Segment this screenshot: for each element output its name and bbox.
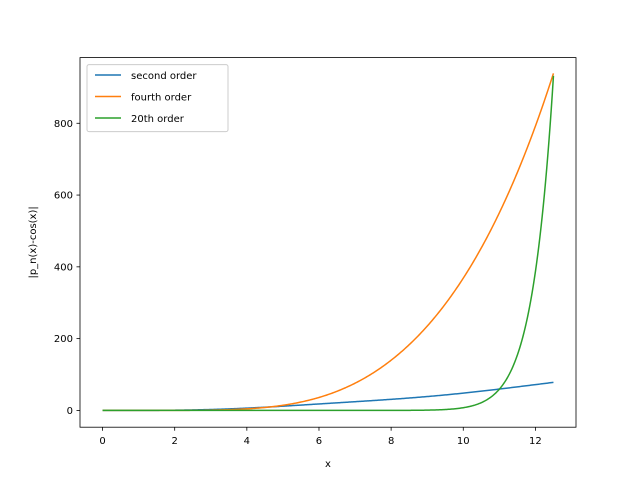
y-axis-ticks: 0 200 400 600 800 <box>54 119 80 417</box>
legend-label-3: 20th order <box>131 114 185 125</box>
legend-label-1: second order <box>131 71 197 82</box>
x-tick-label: 8 <box>388 436 394 447</box>
y-tick-label: 600 <box>54 191 73 202</box>
y-tick-label: 0 <box>67 406 73 417</box>
y-tick-label: 800 <box>54 119 73 130</box>
y-axis-label: |p_n(x)-cos(x)| <box>28 206 39 278</box>
x-tick-label: 4 <box>244 436 250 447</box>
legend: second order fourth order 20th order <box>86 64 229 133</box>
x-axis-ticks: 0 2 4 6 8 10 12 <box>99 427 542 447</box>
legend-box <box>86 64 229 133</box>
x-tick-label: 12 <box>529 436 542 447</box>
y-tick-label: 200 <box>54 334 73 345</box>
x-tick-label: 0 <box>99 436 105 447</box>
x-tick-label: 6 <box>316 436 322 447</box>
axes <box>79 57 577 428</box>
x-tick-label: 2 <box>172 436 178 447</box>
y-tick-label: 400 <box>54 262 73 273</box>
axes-frame <box>79 57 577 428</box>
x-axis-label: x <box>325 459 331 470</box>
series-lines <box>102 73 555 412</box>
legend-label-2: fourth order <box>131 93 192 104</box>
series-line-3 <box>102 75 555 412</box>
x-tick-label: 10 <box>457 436 470 447</box>
